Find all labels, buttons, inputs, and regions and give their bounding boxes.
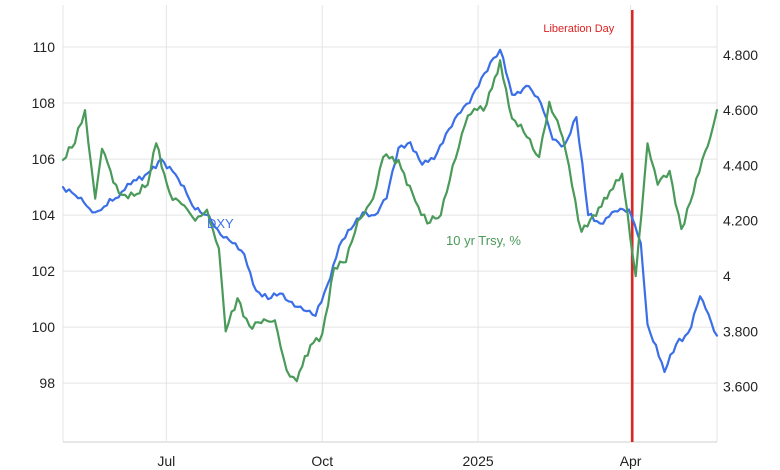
y-right-tick-label: 4.400 [723, 157, 758, 173]
y-left-tick-label: 108 [32, 95, 56, 111]
series-label-10yr-treasury: 10 yr Trsy, % [446, 233, 521, 248]
y-left-tick-label: 100 [32, 319, 56, 335]
series-label-dxy: DXY [207, 216, 234, 231]
y-left-tick-label: 98 [39, 375, 55, 391]
y-right-tick-label: 3.800 [723, 323, 758, 339]
annotation-label: Liberation Day [543, 23, 614, 35]
x-tick-label: Apr [620, 453, 642, 469]
series-line-10yr-treasury [61, 59, 719, 383]
y-left-tick-label: 106 [32, 151, 56, 167]
x-tick-label: Jul [157, 453, 175, 469]
y-right-tick-label: 4.200 [723, 213, 758, 229]
y-right-tick-label: 4.800 [723, 47, 758, 63]
y-left-tick-label: 110 [33, 39, 56, 55]
y-left-tick-label: 104 [32, 207, 56, 223]
grid [62, 5, 718, 443]
series-line-dxy [61, 48, 719, 374]
y-right-tick-label: 3.600 [723, 379, 758, 395]
x-tick-label: 2025 [463, 453, 494, 469]
y-left-tick-label: 102 [32, 263, 56, 279]
x-tick-label: Oct [311, 453, 333, 469]
series-lines [61, 48, 719, 383]
y-right-tick-label: 4.600 [723, 102, 758, 118]
y-right-tick-label: 4 [723, 268, 731, 284]
axes: 98 100 102 104 106 108 110 3.600 3.800 4 4.200 4.40… [32, 39, 759, 469]
labels: DXY 10 yr Trsy, % Liberation Day [207, 23, 615, 248]
